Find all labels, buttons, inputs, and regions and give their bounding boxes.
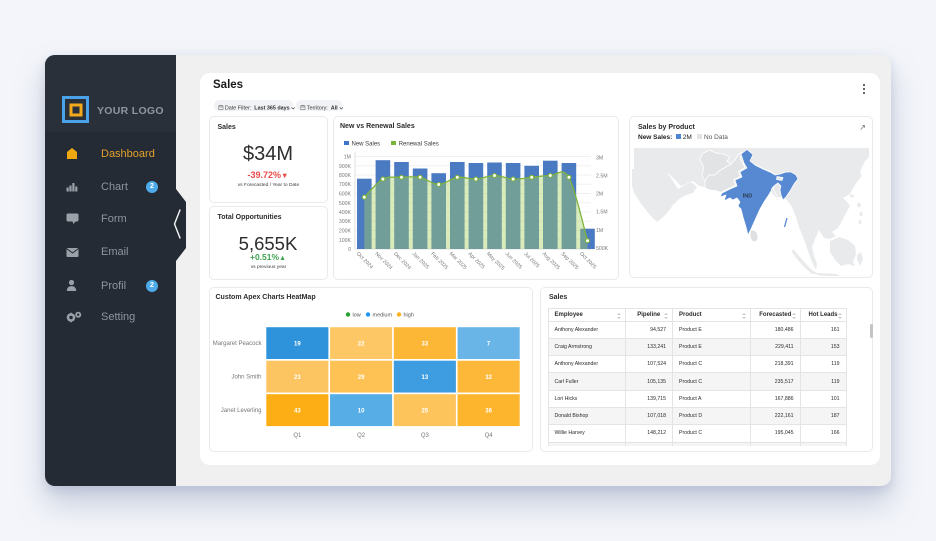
svg-text:1M: 1M	[596, 228, 603, 234]
svg-text:29: 29	[357, 375, 364, 381]
svg-text:Aug 2025: Aug 2025	[541, 251, 561, 271]
svg-text:Q3: Q3	[420, 433, 429, 439]
svg-text:Mar 2025: Mar 2025	[448, 251, 468, 271]
svg-text:700K: 700K	[339, 182, 352, 188]
svg-text:Dec 2024: Dec 2024	[392, 251, 412, 271]
svg-text:2M: 2M	[596, 192, 603, 198]
svg-text:25: 25	[421, 408, 428, 414]
svg-text:36: 36	[485, 408, 492, 414]
svg-text:medium: medium	[372, 313, 392, 319]
svg-text:13: 13	[421, 375, 428, 381]
svg-text:Nov 2024: Nov 2024	[373, 251, 393, 271]
svg-text:Janet Leverling: Janet Leverling	[220, 408, 261, 414]
svg-text:Q4: Q4	[484, 433, 493, 439]
svg-text:Apr 2025: Apr 2025	[466, 251, 485, 270]
svg-text:Sep 2025: Sep 2025	[559, 251, 579, 271]
svg-text:Margaret Peacock: Margaret Peacock	[212, 341, 262, 347]
svg-text:Jun 2025: Jun 2025	[504, 251, 523, 270]
svg-text:Feb 2025: Feb 2025	[429, 251, 449, 271]
svg-text:32: 32	[485, 375, 492, 381]
svg-text:600K: 600K	[339, 192, 352, 198]
svg-text:Jan 2025: Jan 2025	[411, 251, 430, 270]
svg-text:May 2025: May 2025	[485, 251, 505, 271]
svg-text:300K: 300K	[339, 219, 352, 225]
svg-text:Oct 2024: Oct 2024	[355, 251, 374, 270]
svg-text:0: 0	[348, 247, 351, 253]
svg-text:Q1: Q1	[293, 433, 302, 439]
svg-text:200K: 200K	[339, 229, 352, 235]
svg-text:low: low	[352, 313, 360, 319]
svg-text:Q2: Q2	[357, 433, 366, 439]
svg-text:Oct 2025: Oct 2025	[578, 251, 597, 270]
svg-text:Jul 2025: Jul 2025	[522, 251, 540, 269]
svg-text:high: high	[403, 313, 413, 319]
svg-text:500K: 500K	[339, 201, 352, 207]
svg-text:400K: 400K	[339, 210, 352, 216]
svg-text:7: 7	[486, 341, 490, 347]
svg-text:2.5M: 2.5M	[596, 174, 608, 180]
svg-text:500K: 500K	[596, 246, 609, 252]
svg-text:1M: 1M	[344, 155, 351, 161]
svg-text:19: 19	[294, 341, 301, 347]
svg-text:100K: 100K	[339, 238, 352, 244]
svg-text:23: 23	[294, 375, 301, 381]
svg-text:33: 33	[421, 341, 428, 347]
svg-text:3M: 3M	[596, 155, 603, 161]
svg-text:IND: IND	[743, 194, 753, 200]
svg-text:10: 10	[357, 408, 364, 414]
svg-text:1.5M: 1.5M	[596, 210, 608, 216]
svg-text:900K: 900K	[339, 164, 352, 170]
svg-text:800K: 800K	[339, 173, 352, 179]
svg-text:43: 43	[294, 408, 301, 414]
svg-text:John Smith: John Smith	[231, 375, 261, 381]
svg-text:22: 22	[357, 341, 364, 347]
